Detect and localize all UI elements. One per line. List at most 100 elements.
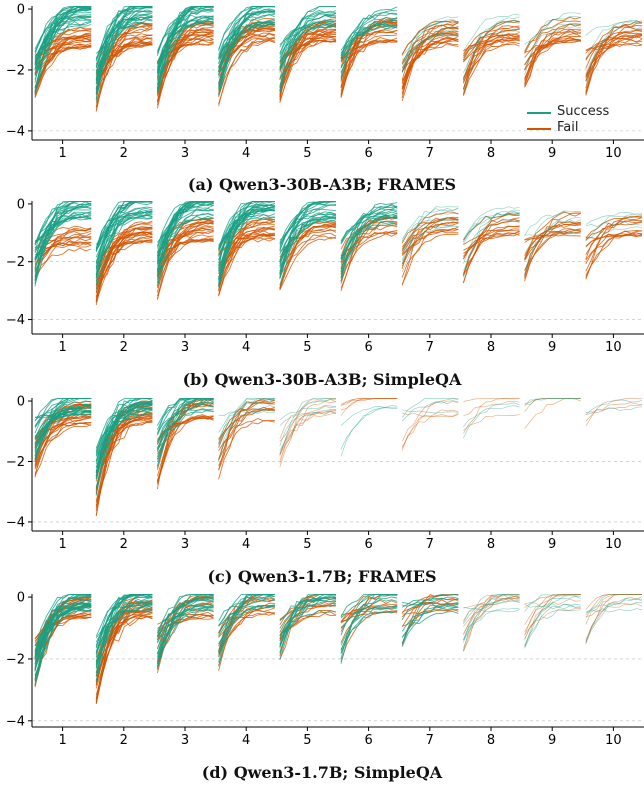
fail-line [524, 594, 581, 609]
fail-line [585, 216, 643, 260]
fail-line [462, 212, 520, 277]
fail-line [95, 414, 153, 516]
success-line [401, 219, 459, 262]
success-line [401, 25, 459, 57]
success-line [279, 410, 337, 426]
fail-line [401, 24, 459, 69]
success-line [524, 26, 581, 66]
fail-line [157, 615, 214, 641]
success-line [218, 21, 275, 84]
success-line [340, 598, 398, 651]
fail-line [524, 23, 581, 84]
fail-line [218, 611, 275, 653]
success-line [340, 216, 398, 275]
success-line [218, 398, 275, 461]
success-line [34, 203, 92, 278]
success-line [279, 24, 337, 46]
fail-line [463, 33, 520, 62]
success-line [401, 225, 459, 273]
x-tick-label: 7 [426, 733, 434, 748]
fail-line [218, 40, 275, 107]
success-line [401, 33, 459, 73]
fail-line [462, 232, 520, 274]
fail-line [218, 399, 275, 471]
legend-item-success: Success [527, 104, 637, 120]
fail-line [340, 398, 398, 417]
success-line [524, 231, 581, 236]
success-line [95, 403, 153, 476]
success-line [95, 402, 153, 456]
fail-line [462, 20, 520, 81]
fail-line [524, 31, 581, 86]
fail-line [585, 38, 643, 76]
fail-line [524, 28, 581, 79]
fail-line [524, 598, 581, 640]
fail-line [524, 20, 581, 52]
success-line [401, 597, 459, 608]
success-line [585, 597, 643, 642]
y-tick-label: −4 [6, 714, 25, 729]
success-line [463, 594, 520, 624]
success-line [218, 6, 275, 69]
fail-line [340, 231, 398, 284]
fail-line [463, 231, 520, 251]
success-line [34, 6, 92, 69]
success-line [524, 219, 581, 271]
fail-line [218, 217, 275, 296]
success-line [156, 408, 214, 451]
success-line [585, 594, 642, 619]
fail-line [585, 43, 643, 52]
fail-line [34, 33, 92, 76]
x-tick-label: 2 [120, 146, 128, 161]
success-line [218, 23, 275, 96]
success-line [95, 406, 153, 468]
fail-line [585, 594, 642, 643]
success-line [524, 603, 581, 649]
panel-3: 0 −2 −4 1 2 3 4 5 6 7 8 9 10 [6, 395, 644, 552]
success-line [463, 211, 520, 245]
success-line [401, 28, 459, 72]
success-line [463, 405, 520, 427]
success-line [463, 206, 520, 240]
fail-line [585, 398, 643, 427]
fail-line [524, 398, 581, 412]
fail-line [585, 221, 643, 241]
success-line [156, 20, 214, 78]
success-line [157, 608, 214, 637]
success-line [585, 221, 643, 228]
x-tick-label: 10 [605, 537, 622, 552]
fail-line [279, 411, 337, 456]
fail-line [401, 221, 459, 254]
fail-line [524, 594, 581, 625]
x-tick-label: 1 [58, 340, 66, 355]
success-line [585, 399, 643, 415]
fail-line [95, 421, 153, 506]
success-line [218, 398, 275, 462]
x-tick-label: 6 [364, 340, 372, 355]
fail-line [462, 41, 520, 95]
success-line [279, 409, 337, 451]
success-line [279, 609, 337, 637]
success-line [34, 411, 92, 454]
fail-line [95, 236, 153, 302]
x-tick-label: 4 [242, 537, 250, 552]
fail-line [34, 247, 92, 278]
y-tick-label: 0 [17, 591, 25, 606]
success-line [463, 21, 520, 81]
caption-c: (c) Qwen3-1.7B; FRAMES [207, 567, 437, 586]
y-tick-label: −2 [6, 255, 25, 270]
success-line [401, 16, 459, 74]
success-line [524, 608, 581, 646]
x-tick-label: 2 [120, 733, 128, 748]
success-line [279, 217, 337, 269]
fail-line [585, 219, 643, 280]
fail-line [279, 31, 337, 94]
success-line [402, 409, 459, 414]
fail-line [340, 34, 398, 62]
x-tick-label: 7 [426, 146, 434, 161]
fail-line [279, 40, 337, 69]
success-line [156, 595, 214, 670]
fail-line [340, 398, 398, 406]
fail-line [279, 604, 337, 660]
success-line [218, 411, 275, 416]
